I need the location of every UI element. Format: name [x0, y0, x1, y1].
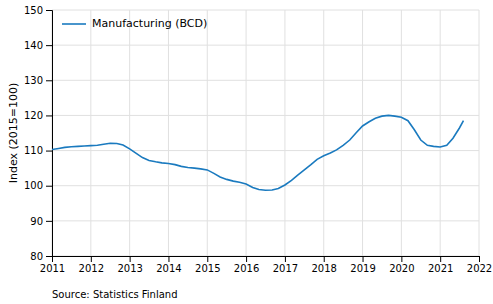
tick-mark — [130, 256, 131, 262]
marks — [52, 115, 463, 190]
axis-line — [46, 11, 53, 257]
tick-mark — [91, 256, 92, 262]
tick-mark — [479, 256, 480, 262]
grid-line — [323, 10, 324, 256]
legend-item: Manufacturing (BCD) — [62, 17, 207, 30]
tick: 2019 — [350, 256, 375, 274]
tick-label: 2012 — [79, 263, 104, 274]
tick: 2016 — [234, 256, 259, 274]
legend-swatch — [62, 23, 86, 25]
grid-line — [52, 150, 479, 151]
line — [52, 115, 463, 190]
tick-mark — [440, 256, 441, 262]
grid-line — [52, 115, 479, 116]
tick-mark — [246, 256, 247, 262]
tick-mark — [46, 186, 52, 187]
tick-label: 130 — [24, 75, 43, 86]
tick-label: 2017 — [273, 263, 298, 274]
tick: 2021 — [428, 256, 453, 274]
tick: 2017 — [273, 256, 298, 274]
tick-label: 90 — [30, 216, 43, 227]
tick-label: 2018 — [312, 263, 337, 274]
tick-mark — [207, 256, 208, 262]
tick-mark — [401, 256, 402, 262]
legend: Manufacturing (BCD) — [62, 17, 207, 30]
tick: 2012 — [79, 256, 104, 274]
plot: 2011 2012 2013 2014 2015 2016 2017 2018 2019 2020… — [24, 5, 492, 274]
x-axis: 2011 2012 2013 2014 2015 2016 2017 2018 2019 2020… — [40, 256, 492, 274]
grid-line — [284, 10, 285, 256]
tick-label: 110 — [24, 145, 43, 156]
tick-label: 80 — [30, 251, 43, 262]
grid-line — [246, 10, 247, 256]
y-axis-label: Index (2015=100) — [7, 83, 20, 184]
tick: 2011 — [40, 256, 65, 274]
tick: 140 — [24, 40, 52, 51]
tick: 100 — [24, 180, 52, 191]
grid-line — [129, 10, 130, 256]
tick-mark — [46, 45, 52, 46]
tick-mark — [46, 80, 52, 81]
tick-label: 2021 — [428, 263, 453, 274]
tick: 2020 — [389, 256, 414, 274]
tick: 80 — [30, 251, 52, 262]
tick: 2015 — [195, 256, 220, 274]
chart: 2011 2012 2013 2014 2015 2016 2017 2018 2019 2020… — [0, 0, 493, 304]
grid-line — [90, 10, 91, 256]
annotation: Source: Statistics Finland — [52, 289, 178, 300]
tick-label: 2020 — [389, 263, 414, 274]
grid-line — [362, 10, 363, 256]
tick-label: 140 — [24, 40, 43, 51]
tick-mark — [46, 115, 52, 116]
tick-label: 2022 — [467, 263, 492, 274]
y-axis: 80 90 100 110 120 130 140 150 — [24, 5, 53, 262]
tick: 2014 — [156, 256, 181, 274]
tick-label: 120 — [24, 110, 43, 121]
grid-line — [401, 10, 402, 256]
tick-mark — [46, 10, 52, 11]
grid-line — [52, 185, 479, 186]
grid-line — [168, 10, 169, 256]
tick-label: 2016 — [234, 263, 259, 274]
tick-mark — [46, 256, 52, 257]
grid-line — [440, 10, 441, 256]
grid-line — [52, 45, 479, 46]
tick-label: 2011 — [40, 263, 65, 274]
tick-mark — [285, 256, 286, 262]
tick-label: 2014 — [156, 263, 181, 274]
tick: 2018 — [312, 256, 337, 274]
tick: 2022 — [467, 256, 492, 274]
grid-line — [52, 220, 479, 221]
tick-mark — [363, 256, 364, 262]
tick-label: 2015 — [195, 263, 220, 274]
grid-line — [52, 80, 479, 81]
tick-label: 2013 — [117, 263, 142, 274]
tick: 2013 — [117, 256, 142, 274]
tick-mark — [46, 151, 52, 152]
grid-line — [207, 10, 208, 256]
tick-label: 2019 — [350, 263, 375, 274]
tick-mark — [324, 256, 325, 262]
tick-mark — [46, 221, 52, 222]
tick: 150 — [24, 5, 52, 16]
grid-line — [479, 10, 480, 256]
tick-label: 100 — [24, 180, 43, 191]
grid — [52, 10, 479, 256]
tick-label: 150 — [24, 5, 43, 16]
axis-line — [53, 257, 480, 263]
tick: 130 — [24, 75, 52, 86]
tick-mark — [168, 256, 169, 262]
tick: 90 — [30, 216, 52, 227]
legend-label: Manufacturing (BCD) — [92, 17, 207, 30]
grid-line — [52, 10, 479, 11]
tick: 110 — [24, 145, 52, 156]
tick: 120 — [24, 110, 52, 121]
